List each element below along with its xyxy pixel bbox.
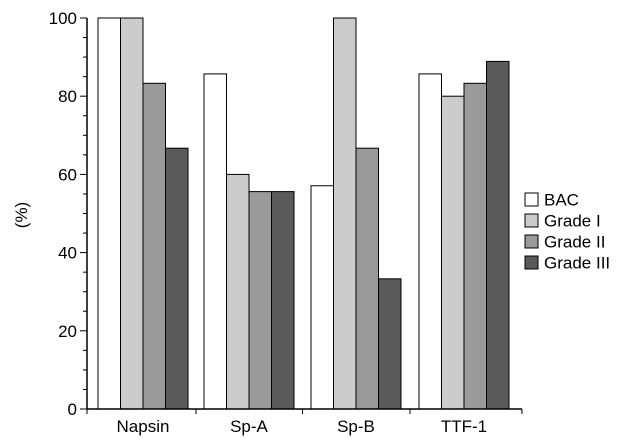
bar-sp-b-grade-ii [355, 147, 379, 410]
bar-sp-b-grade-i [333, 17, 357, 410]
bar-ttf-1-grade-iii [486, 60, 510, 410]
x-category-label: TTF-1 [441, 417, 487, 436]
bar-ttf-1-grade-i [441, 95, 465, 410]
bar-napsin-grade-i [120, 17, 144, 410]
y-tick-label: 40 [58, 244, 77, 263]
bar-ttf-1-grade-ii [463, 82, 487, 410]
bar-ttf-1-bac [418, 73, 442, 410]
legend-label: Grade II [544, 233, 605, 252]
legend-swatch [524, 255, 539, 270]
y-tick-label: 80 [58, 87, 77, 106]
legend-swatch [524, 192, 539, 207]
bar-sp-b-bac [310, 185, 334, 410]
y-tick-label: 60 [58, 165, 77, 184]
bar-napsin-bac [97, 17, 121, 410]
bars-group [97, 17, 510, 410]
axes-group: 0 20 40 60 80 100 Napsin Sp-A Sp-B TTF-1 [49, 9, 523, 436]
bar-sp-a-grade-ii [248, 191, 272, 410]
y-tick-label: 20 [58, 322, 77, 341]
bar-sp-a-grade-iii [271, 191, 295, 410]
legend: BAC Grade I Grade II Grade III [524, 191, 610, 273]
legend-label: Grade I [544, 212, 601, 231]
bar-sp-a-bac [203, 73, 227, 410]
legend-label: BAC [544, 191, 579, 210]
y-tick-label: 0 [68, 400, 77, 419]
bar-napsin-grade-iii [165, 147, 189, 410]
bar-sp-a-grade-i [226, 173, 250, 410]
legend-label: Grade III [544, 254, 610, 273]
bar-sp-b-grade-iii [378, 278, 402, 410]
y-tick-label: 100 [49, 9, 77, 28]
legend-swatch [524, 213, 539, 228]
x-category-label: Sp-A [230, 417, 268, 436]
x-category-label: Napsin [117, 417, 170, 436]
legend-swatch [524, 234, 539, 249]
y-axis-label: (%) [12, 202, 31, 228]
bar-napsin-grade-ii [142, 82, 166, 410]
x-category-label: Sp-B [337, 417, 375, 436]
